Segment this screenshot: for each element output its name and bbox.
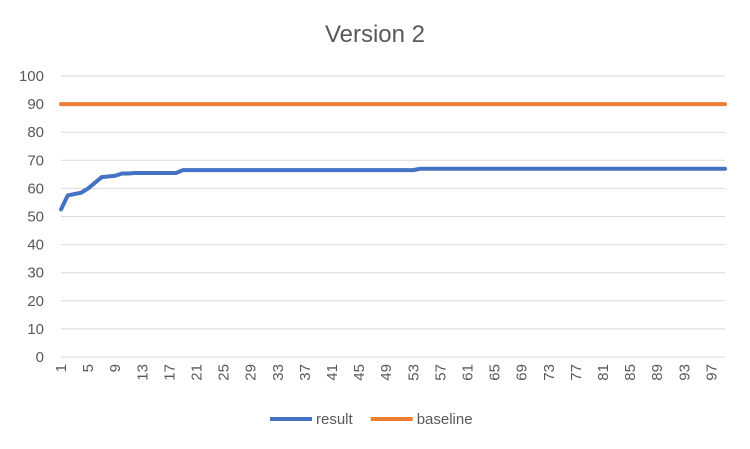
y-tick-label: 40 <box>27 237 44 254</box>
legend-label-baseline: baseline <box>417 411 473 428</box>
x-tick-label: 73 <box>541 364 558 381</box>
legend-label-result: result <box>316 411 354 428</box>
x-tick-label: 89 <box>649 364 666 381</box>
x-tick-label: 25 <box>216 364 233 381</box>
x-tick-label: 29 <box>243 364 260 381</box>
y-tick-label: 30 <box>27 265 44 282</box>
x-tick-label: 33 <box>270 364 287 381</box>
x-tick-label: 9 <box>107 364 124 372</box>
chart-title: Version 2 <box>325 21 425 48</box>
x-tick-label: 57 <box>432 364 449 381</box>
series-line-result <box>59 166 727 212</box>
x-tick-label: 85 <box>622 364 639 381</box>
y-tick-label: 20 <box>27 293 44 310</box>
y-tick-label: 10 <box>27 321 44 338</box>
y-tick-label: 50 <box>27 209 44 226</box>
x-tick-label: 77 <box>568 364 585 381</box>
x-tick-label: 17 <box>161 364 178 381</box>
y-axis-ticks: 0 10 20 30 40 50 60 70 80 90 100 <box>19 68 44 366</box>
series-lines <box>59 102 727 212</box>
x-tick-label: 93 <box>676 364 693 381</box>
x-tick-label: 45 <box>351 364 368 381</box>
y-tick-label: 0 <box>36 349 44 366</box>
y-tick-label: 90 <box>27 96 44 113</box>
y-tick-label: 60 <box>27 180 44 197</box>
x-tick-label: 37 <box>297 364 314 381</box>
y-tick-label: 70 <box>27 152 44 169</box>
x-tick-label: 69 <box>514 364 531 381</box>
x-tick-label: 21 <box>189 364 206 381</box>
x-tick-label: 53 <box>405 364 422 381</box>
x-tick-label: 81 <box>595 364 612 381</box>
x-tick-label: 61 <box>460 364 477 381</box>
gridlines <box>61 75 725 358</box>
x-tick-label: 65 <box>487 364 504 381</box>
x-tick-label: 41 <box>324 364 341 381</box>
x-tick-label: 49 <box>378 364 395 381</box>
x-tick-label: 97 <box>703 364 720 381</box>
x-tick-label: 13 <box>134 364 151 381</box>
x-tick-label: 1 <box>53 364 70 372</box>
y-tick-label: 80 <box>27 124 44 141</box>
x-tick-label: 5 <box>80 364 97 372</box>
x-axis-ticks: 1 5 9 13 17 21 25 29 33 37 41 45 49 53 57 61 65 69 73 77 81 8… <box>53 364 720 381</box>
legend: result baseline <box>270 411 473 428</box>
y-tick-label: 100 <box>19 68 44 85</box>
